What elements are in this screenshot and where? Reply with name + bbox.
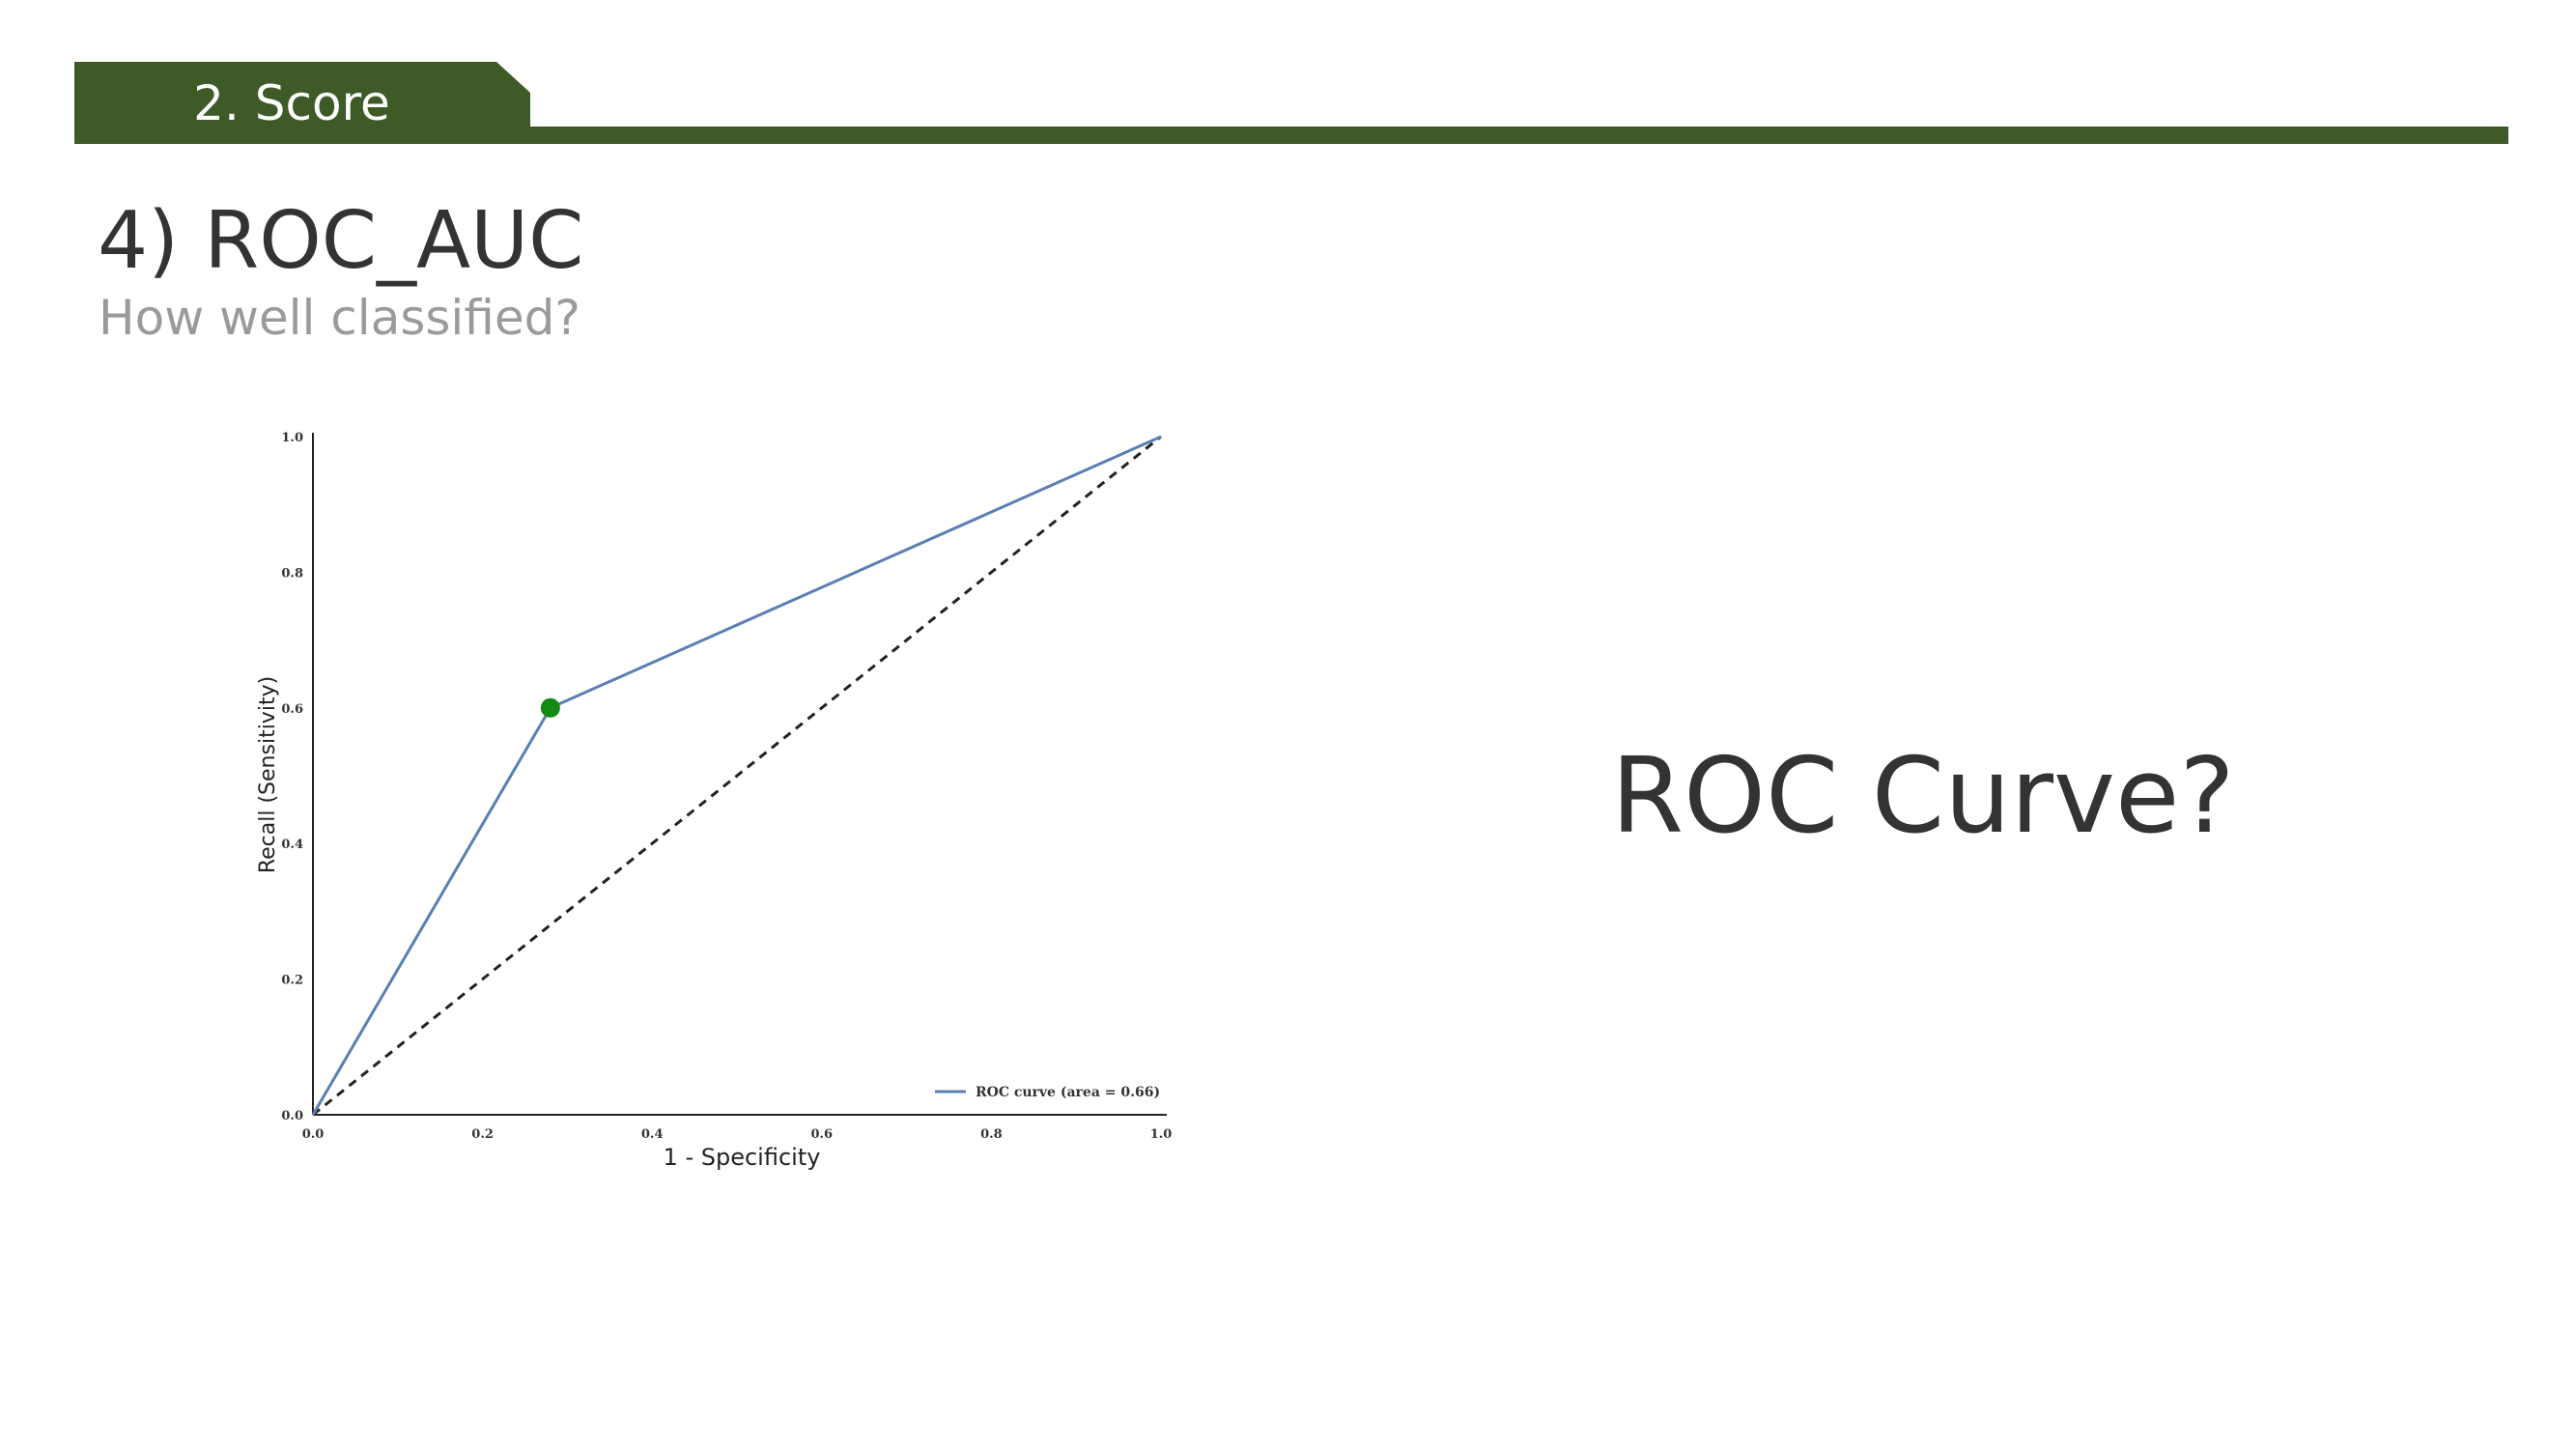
y-tick-label: 1.0 [281,431,303,445]
y-axis-label: Recall (Sensitivity) [256,676,280,873]
y-tick-labels: 0.0 0.2 0.4 0.6 0.8 1.0 [281,431,303,1123]
x-tick-label: 0.2 [471,1127,494,1142]
x-axis-label: 1 - Specificity [664,1144,821,1171]
threshold-point-marker [541,698,560,718]
x-tick-labels: 0.0 0.2 0.4 0.6 0.8 1.0 [302,1127,1173,1142]
y-tick-label: 0.4 [281,838,303,852]
x-tick-label: 0.0 [302,1127,325,1142]
plot-area [313,437,1161,1115]
x-tick-label: 0.6 [810,1127,833,1142]
side-question-text: ROC Curve? [1611,734,2235,860]
x-tick-label: 0.8 [980,1127,1003,1142]
y-tick-label: 0.2 [281,974,303,988]
y-tick-label: 0.8 [281,566,303,581]
chart-legend: ROC curve (area = 0.66) [935,1085,1160,1100]
y-tick-label: 0.0 [281,1109,303,1123]
legend-entry-label: ROC curve (area = 0.66) [976,1085,1160,1100]
y-tick-label: 0.6 [281,702,303,717]
reference-diagonal-line [313,437,1161,1115]
x-tick-label: 1.0 [1150,1127,1173,1142]
x-tick-label: 0.4 [641,1127,664,1142]
